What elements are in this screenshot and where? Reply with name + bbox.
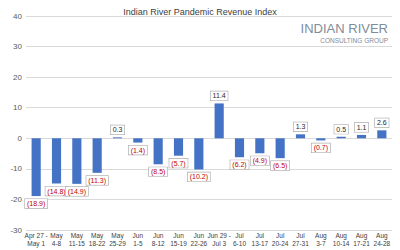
svg-text:1-5: 1-5 <box>133 240 143 247</box>
svg-text:-20: -20 <box>10 195 22 204</box>
svg-text:May: May <box>111 232 124 240</box>
svg-text:(8.5): (8.5) <box>151 168 165 176</box>
svg-text:CONSULTING GROUP: CONSULTING GROUP <box>320 37 388 44</box>
svg-text:10: 10 <box>13 103 22 112</box>
svg-text:Jun: Jun <box>133 232 144 239</box>
svg-text:Jun: Jun <box>153 232 164 239</box>
svg-text:15-19: 15-19 <box>170 240 187 247</box>
svg-text:(11.3): (11.3) <box>88 177 106 185</box>
svg-text:0.5: 0.5 <box>336 126 346 133</box>
svg-text:25-29: 25-29 <box>109 240 126 247</box>
svg-text:Jul: Jul <box>296 232 305 239</box>
svg-text:(4.9): (4.9) <box>253 157 267 165</box>
svg-text:20-24: 20-24 <box>272 240 289 247</box>
svg-text:4-8: 4-8 <box>52 240 62 247</box>
svg-text:6-10: 6-10 <box>233 240 246 247</box>
svg-text:Indian River Pandemic Revenue: Indian River Pandemic Revenue Index <box>123 7 277 17</box>
svg-text:0: 0 <box>18 134 23 143</box>
svg-text:Jul 3: Jul 3 <box>212 240 226 247</box>
svg-text:May: May <box>70 232 83 240</box>
svg-text:(10.2): (10.2) <box>190 173 208 181</box>
svg-text:11-15: 11-15 <box>69 240 86 247</box>
svg-text:-10: -10 <box>10 164 22 173</box>
svg-text:Aug: Aug <box>355 232 368 240</box>
svg-text:May: May <box>50 232 63 240</box>
svg-text:Jul: Jul <box>276 232 285 239</box>
svg-text:-30: -30 <box>10 226 22 235</box>
svg-text:(6.5): (6.5) <box>273 162 287 170</box>
svg-text:Apr 27 -: Apr 27 - <box>24 232 48 240</box>
svg-text:17-21: 17-21 <box>353 240 370 247</box>
svg-text:1.1: 1.1 <box>357 124 367 131</box>
svg-text:Aug: Aug <box>315 232 327 240</box>
svg-text:Jul: Jul <box>235 232 244 239</box>
svg-text:(6.2): (6.2) <box>232 161 246 169</box>
svg-text:18-22: 18-22 <box>89 240 106 247</box>
svg-text:2.6: 2.6 <box>377 119 387 126</box>
svg-text:(0.7): (0.7) <box>314 144 328 152</box>
svg-text:May: May <box>91 232 104 240</box>
svg-text:INDIAN RIVER: INDIAN RIVER <box>301 21 388 36</box>
svg-text:10-14: 10-14 <box>333 240 350 247</box>
svg-text:(18.9): (18.9) <box>27 200 45 208</box>
svg-text:Jun: Jun <box>194 232 205 239</box>
svg-text:24-28: 24-28 <box>374 240 391 247</box>
svg-text:11.4: 11.4 <box>213 92 226 99</box>
svg-text:(14.8): (14.8) <box>47 188 65 196</box>
svg-text:(14.9): (14.9) <box>68 188 86 196</box>
svg-text:(1.4): (1.4) <box>131 147 145 155</box>
svg-text:1.3: 1.3 <box>296 123 306 130</box>
svg-text:40: 40 <box>13 12 22 21</box>
svg-text:30: 30 <box>13 42 22 51</box>
svg-text:8-12: 8-12 <box>152 240 165 247</box>
svg-text:Jun: Jun <box>173 232 184 239</box>
svg-text:20: 20 <box>13 73 22 82</box>
svg-text:Jul: Jul <box>256 232 265 239</box>
svg-text:Aug: Aug <box>376 232 388 240</box>
svg-text:0.3: 0.3 <box>113 126 123 133</box>
svg-text:(5.7): (5.7) <box>171 160 185 168</box>
svg-text:13-17: 13-17 <box>252 240 269 247</box>
svg-text:22-26: 22-26 <box>191 240 208 247</box>
svg-text:27-31: 27-31 <box>292 240 309 247</box>
svg-text:Jun 29 -: Jun 29 - <box>207 232 231 239</box>
svg-text:May 1: May 1 <box>27 240 45 248</box>
svg-text:3-7: 3-7 <box>316 240 326 247</box>
svg-text:Aug: Aug <box>335 232 347 240</box>
